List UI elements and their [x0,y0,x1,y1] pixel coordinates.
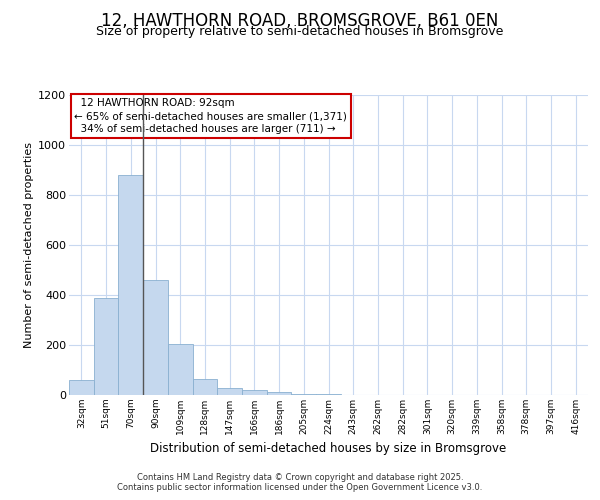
Bar [316,394,341,395]
Bar [341,394,365,395]
Bar [217,388,242,395]
Text: 12, HAWTHORN ROAD, BROMSGROVE, B61 0EN: 12, HAWTHORN ROAD, BROMSGROVE, B61 0EN [101,12,499,30]
Text: 12 HAWTHORN ROAD: 92sqm  
← 65% of semi-detached houses are smaller (1,371)
  34: 12 HAWTHORN ROAD: 92sqm ← 65% of semi-de… [74,98,347,134]
Bar [143,280,168,395]
Y-axis label: Number of semi-detached properties: Number of semi-detached properties [24,142,34,348]
Bar [168,344,193,395]
Bar [292,394,316,395]
Bar [118,175,143,395]
Bar [94,298,118,395]
Bar [267,392,292,395]
Text: Size of property relative to semi-detached houses in Bromsgrove: Size of property relative to semi-detach… [97,25,503,38]
Bar [193,379,217,395]
Bar [242,390,267,395]
X-axis label: Distribution of semi-detached houses by size in Bromsgrove: Distribution of semi-detached houses by … [151,442,506,456]
Text: Contains HM Land Registry data © Crown copyright and database right 2025.
Contai: Contains HM Land Registry data © Crown c… [118,473,482,492]
Bar [69,380,94,395]
